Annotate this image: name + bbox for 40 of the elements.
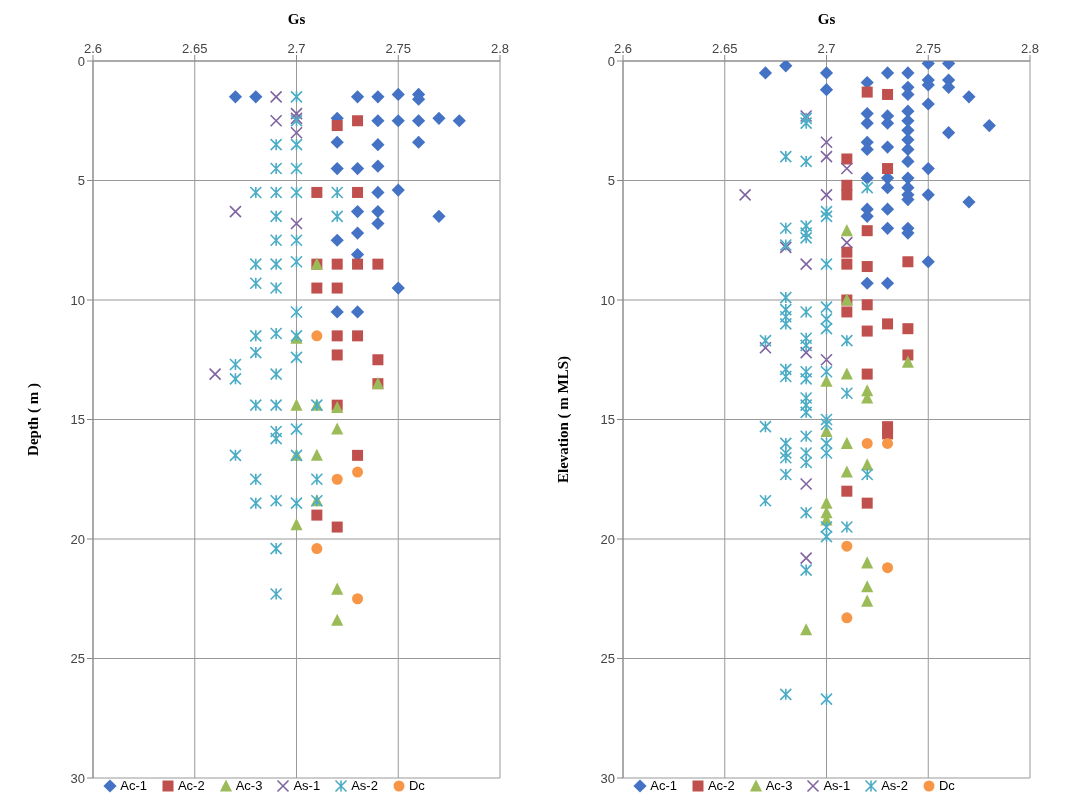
- legend-label: As-1: [293, 778, 321, 793]
- legend-label: Ac-3: [235, 778, 263, 793]
- x-tick-label: 2.8: [490, 41, 510, 56]
- x-tick-label: 2.65: [712, 41, 738, 56]
- y-tick-label: 30: [600, 770, 615, 786]
- y-tick-label: 25: [70, 651, 85, 667]
- y-tick-label: 20: [600, 531, 615, 547]
- x-axis-title: Gs: [287, 10, 306, 27]
- x-tick-label: 2.75: [385, 41, 411, 56]
- x-tick-label: 2.6: [83, 41, 103, 56]
- y-tick-label: 20: [70, 531, 85, 547]
- y-tick-label: 10: [600, 292, 615, 308]
- x-axis-title: Gs: [817, 10, 836, 27]
- x-tick-label: 2.65: [182, 41, 208, 56]
- legend-label: Ac-2: [177, 778, 205, 793]
- legend-label: Ac-3: [765, 778, 793, 793]
- y-tick-label: 15: [600, 412, 615, 428]
- x-tick-label: 2.7: [817, 41, 836, 56]
- x-tick-label: 2.8: [1020, 41, 1040, 56]
- legend-label: As-2: [881, 778, 908, 793]
- legend-label: Dc: [408, 778, 425, 793]
- legend-label: Dc: [938, 778, 955, 793]
- y-tick-label: 30: [70, 770, 85, 786]
- y-tick-label: 0: [77, 53, 85, 69]
- legend-label: As-2: [351, 778, 378, 793]
- x-tick-label: 2.7: [287, 41, 306, 56]
- legend-label: Ac-1: [120, 778, 147, 793]
- x-tick-label: 2.75: [915, 41, 941, 56]
- y-axis-title: Depth ( m ): [25, 383, 43, 456]
- legend-label: Ac-1: [650, 778, 677, 793]
- legend-label: Ac-2: [707, 778, 735, 793]
- legend-label: As-1: [823, 778, 851, 793]
- y-tick-label: 10: [70, 292, 85, 308]
- y-tick-label: 0: [607, 53, 615, 69]
- x-tick-label: 2.6: [613, 41, 633, 56]
- y-tick-label: 5: [607, 173, 615, 189]
- y-tick-label: 25: [600, 651, 615, 667]
- y-axis-title: Elevation ( m MLS): [555, 355, 573, 484]
- y-tick-label: 5: [77, 173, 85, 189]
- y-tick-label: 15: [70, 412, 85, 428]
